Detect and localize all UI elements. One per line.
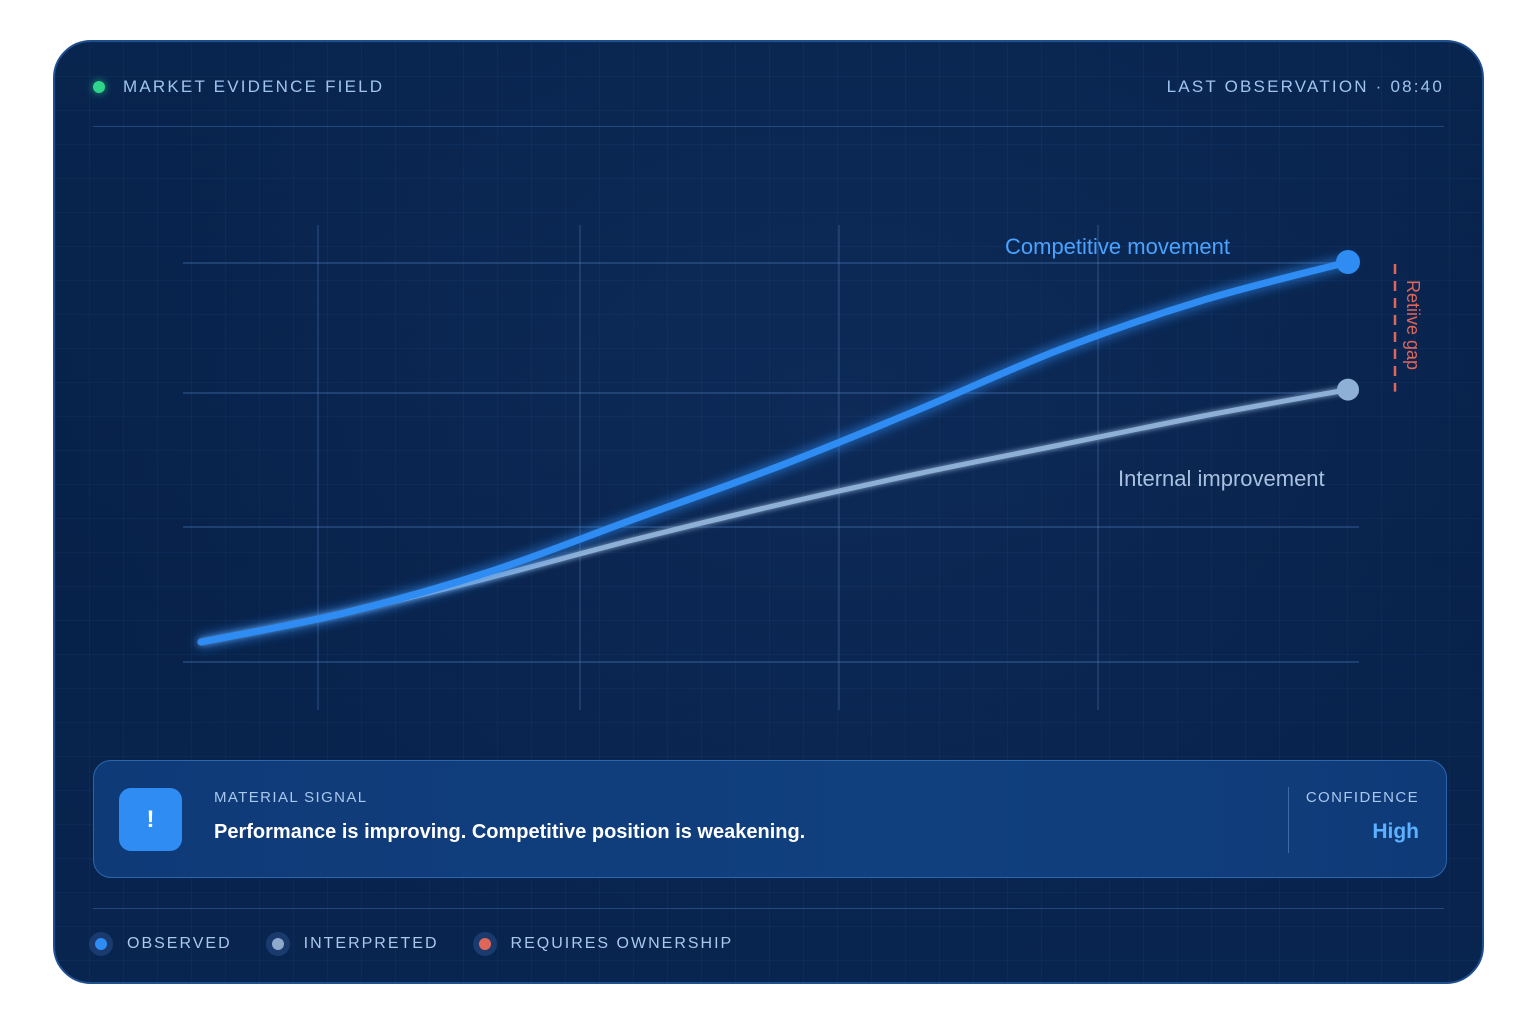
series-label-competitive-movement: Competitive movement [1005, 234, 1230, 259]
confidence-value: High [1372, 820, 1419, 843]
legend: OBSERVED INTERPRETED REQUIRES OWNERSHIP [89, 932, 733, 956]
legend-marker-icon [472, 932, 497, 956]
signal-message: Performance is improving. Competitive po… [214, 821, 806, 843]
line-chart: Competitive movement Internal improvement… [183, 225, 1423, 710]
footer-divider [93, 908, 1444, 909]
legend-label-interpreted: INTERPRETED [303, 935, 439, 952]
header-divider [93, 126, 1444, 127]
gap-annotation-label: Retiive gap [1403, 280, 1423, 370]
legend-item-observed[interactable]: OBSERVED [89, 932, 232, 956]
card-divider [1288, 787, 1289, 853]
status-indicator-icon [93, 81, 105, 93]
legend-dot-observed [95, 938, 107, 950]
panel-header: MARKET EVIDENCE FIELD LAST OBSERVATION ·… [93, 74, 1444, 100]
last-observation-timestamp: LAST OBSERVATION · 08:40 [1166, 77, 1444, 96]
legend-label-observed: OBSERVED [127, 935, 232, 952]
legend-label-requires-ownership: REQUIRES OWNERSHIP [510, 935, 734, 952]
series-endpoint-competitive-movement [1336, 250, 1360, 274]
evidence-panel: MARKET EVIDENCE FIELD LAST OBSERVATION ·… [53, 40, 1484, 984]
legend-marker-icon [265, 932, 290, 956]
legend-marker-icon [89, 932, 113, 956]
series-label-internal-improvement: Internal improvement [1118, 466, 1325, 491]
confidence-label: CONFIDENCE [1305, 789, 1419, 806]
panel-title-group: MARKET EVIDENCE FIELD [93, 77, 384, 97]
legend-item-requires-ownership[interactable]: REQUIRES OWNERSHIP [472, 932, 734, 956]
series-endpoint-internal-improvement [1337, 378, 1359, 401]
material-signal-card[interactable]: ! MATERIAL SIGNAL Performance is improvi… [93, 760, 1447, 878]
legend-item-interpreted[interactable]: INTERPRETED [265, 932, 439, 956]
series-line-competitive-movement [197, 258, 1352, 646]
signal-label: MATERIAL SIGNAL [214, 789, 368, 806]
legend-dot-interpreted [271, 938, 284, 950]
legend-dot-requires-ownership [478, 938, 491, 950]
chart-area: Competitive movement Internal improvement… [55, 42, 1482, 982]
panel-title: MARKET EVIDENCE FIELD [123, 77, 385, 96]
exclamation-icon: ! [119, 788, 182, 851]
